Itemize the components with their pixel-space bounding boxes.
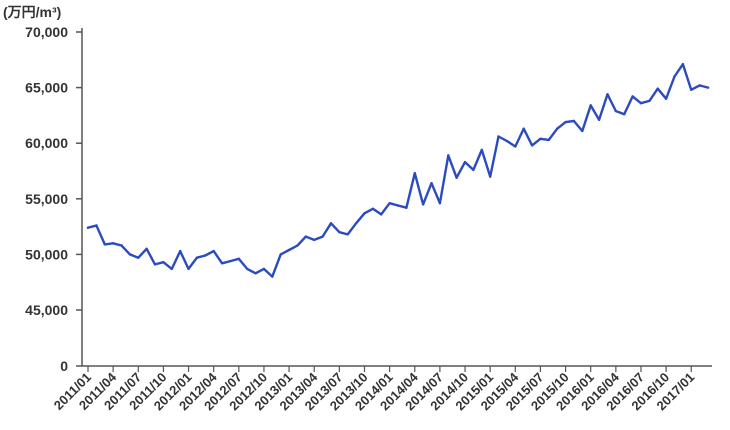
data-point [589, 104, 592, 107]
data-point [120, 244, 123, 247]
data-point [472, 168, 475, 172]
data-point [648, 99, 651, 103]
data-point [421, 203, 425, 206]
y-tick-label: 55,000 [25, 191, 68, 207]
data-point [86, 226, 90, 229]
data-point [229, 259, 232, 263]
data-point [597, 118, 601, 122]
data-point [128, 253, 132, 256]
data-point [388, 202, 391, 205]
data-point [313, 238, 316, 242]
data-point [405, 206, 408, 209]
data-point [564, 120, 567, 124]
data-point [639, 102, 643, 105]
y-tick-label: 70,000 [25, 24, 68, 40]
data-point [673, 75, 676, 78]
data-point [246, 267, 249, 271]
data-point [480, 148, 483, 152]
data-point [271, 275, 274, 278]
x-axis-ticks: 2011/012011/042011/072011/102012/012012/… [51, 366, 697, 413]
y-tick-label: 0 [60, 358, 68, 374]
data-point [656, 87, 659, 90]
data-point [581, 129, 584, 133]
data-point [547, 138, 550, 142]
data-point [413, 172, 416, 175]
data-point [522, 127, 525, 130]
data-point [572, 119, 576, 123]
data-point [706, 86, 710, 89]
data-point [111, 242, 115, 245]
y-axis-unit-label: (万円/m³) [3, 4, 62, 20]
y-tick-label: 50,000 [25, 246, 68, 262]
data-point [153, 263, 157, 266]
data-point [505, 139, 509, 143]
data-point [463, 160, 467, 164]
data-point [556, 127, 559, 130]
y-tick-label: 45,000 [25, 302, 68, 318]
data-point [287, 248, 291, 252]
data-point [489, 175, 492, 178]
data-point [170, 267, 173, 271]
data-point [220, 262, 224, 265]
data-point [95, 224, 98, 227]
data-point [254, 272, 257, 275]
y-axis-ticks: 0 45,000 50,000 55,000 60,000 65,000 70,000 [25, 24, 82, 374]
data-point [664, 97, 668, 100]
data-point [346, 233, 349, 236]
data-point [103, 243, 107, 246]
data-point [279, 253, 282, 256]
data-point [363, 212, 366, 215]
data-point [380, 213, 383, 216]
data-point [187, 267, 190, 271]
data-point [497, 135, 500, 138]
data-point [606, 93, 609, 96]
data-point [371, 207, 375, 210]
data-point [145, 247, 148, 250]
data-point [212, 249, 215, 253]
data-point [237, 257, 240, 260]
data-point [447, 154, 450, 157]
data-point [631, 95, 634, 98]
axes [81, 28, 712, 367]
data-point [338, 231, 341, 234]
data-point [514, 145, 517, 148]
data-point [262, 267, 266, 271]
data-point [455, 176, 458, 179]
data-point [623, 113, 626, 116]
data-point [354, 222, 358, 225]
data-point [698, 84, 701, 87]
data-point [681, 62, 685, 66]
data-point [614, 109, 617, 113]
data-point [396, 204, 400, 207]
data-point [539, 137, 542, 140]
data-point [329, 222, 333, 225]
data-point [195, 256, 199, 259]
data-point [438, 202, 442, 205]
data-point [304, 235, 307, 238]
data-point [321, 235, 324, 238]
data-point [430, 182, 433, 185]
data-point [137, 256, 140, 259]
data-point [296, 244, 299, 247]
data-point [530, 144, 534, 147]
series-group [86, 62, 710, 278]
data-point [204, 254, 207, 257]
series-line-0 [86, 62, 710, 278]
data-point [179, 249, 182, 253]
y-tick-label: 60,000 [25, 135, 68, 151]
data-point [690, 88, 693, 92]
data-point [162, 261, 165, 264]
y-tick-label: 65,000 [25, 80, 68, 96]
